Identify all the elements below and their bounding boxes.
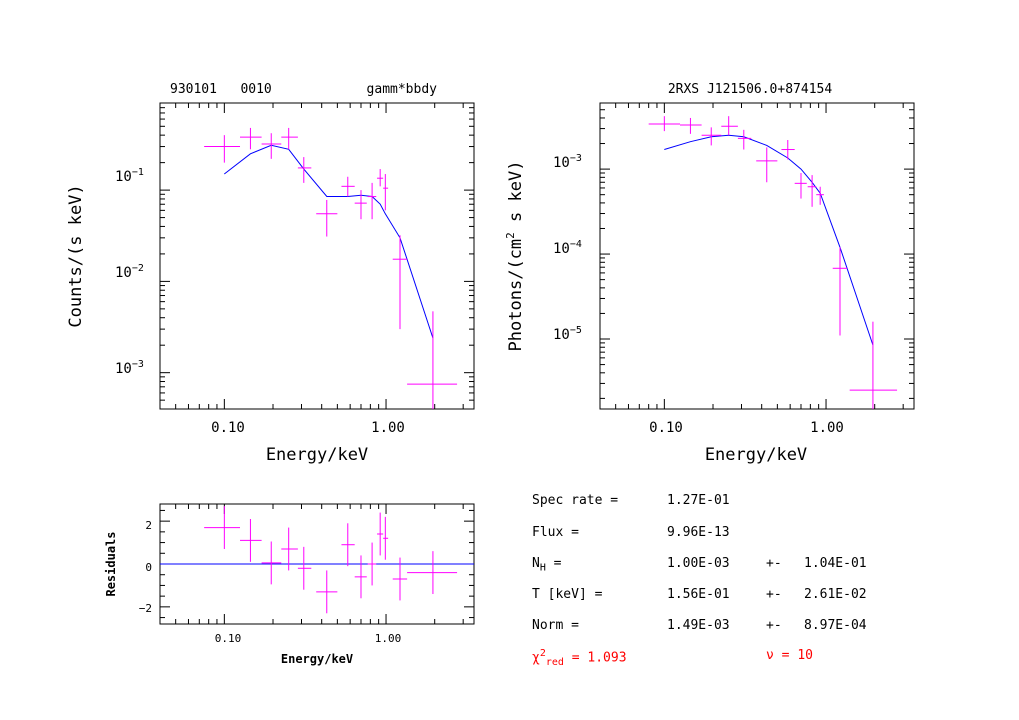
counts-data-point bbox=[316, 199, 338, 237]
nh-plusminus: +- bbox=[766, 556, 782, 571]
counts-ylabel: Counts/(s keV) bbox=[66, 184, 86, 327]
spec-rate-label: Spec rate = bbox=[532, 493, 619, 508]
photons-ylabel: Photons/(cm2 s keV) bbox=[504, 161, 526, 352]
photons-ticks bbox=[599, 102, 914, 409]
photons-model-line bbox=[664, 134, 874, 346]
counts-ticks bbox=[159, 102, 474, 410]
photons-frame bbox=[599, 102, 915, 410]
photons-data-point bbox=[701, 127, 722, 146]
photons-data-point bbox=[816, 186, 824, 205]
nh-error: 1.04E-01 bbox=[804, 556, 867, 571]
photons-marks bbox=[648, 116, 898, 409]
counts-panel: 930101 0010 gamm*bbdy 0.10 1.00 Energy/k… bbox=[66, 82, 475, 465]
photons-data-point bbox=[849, 321, 898, 409]
counts-data-point bbox=[392, 235, 408, 330]
residuals-panel: 0.10 1.00 Energy/keV Residuals 2 0 −2 bbox=[104, 503, 475, 666]
t-value: 1.56E-01 bbox=[667, 587, 730, 602]
counts-model-line bbox=[223, 144, 434, 339]
residuals-ytick-label-neg2: −2 bbox=[139, 602, 152, 615]
counts-xtick-label-0.10: 0.10 bbox=[211, 420, 245, 436]
spec-rate-value: 1.27E-01 bbox=[667, 493, 730, 508]
residuals-data-point bbox=[341, 523, 355, 567]
nh-value: 1.00E-03 bbox=[667, 556, 730, 571]
residuals-data-point bbox=[240, 519, 262, 562]
counts-title-left: 930101 0010 bbox=[170, 82, 272, 97]
counts-xlabel: Energy/keV bbox=[266, 445, 368, 465]
counts-data-point bbox=[354, 190, 367, 220]
chi2-reduced: χ2red = 1.093 bbox=[532, 648, 627, 668]
flux-value: 9.96E-13 bbox=[667, 525, 730, 540]
photons-title: 2RXS J121506.0+874154 bbox=[668, 82, 833, 97]
norm-error: 8.97E-04 bbox=[804, 618, 867, 633]
counts-title-right: gamm*bbdy bbox=[367, 82, 438, 97]
counts-frame bbox=[159, 102, 475, 410]
residuals-ylabel: Residuals bbox=[104, 531, 118, 596]
residuals-data-point bbox=[392, 557, 408, 601]
norm-value: 1.49E-03 bbox=[667, 618, 730, 633]
counts-data-point bbox=[407, 311, 458, 409]
residuals-ytick-label-2: 2 bbox=[145, 519, 152, 532]
photons-ytick-label-5: 10−5 bbox=[553, 325, 582, 343]
photons-xtick-label-0.10: 0.10 bbox=[649, 420, 683, 436]
counts-data-point bbox=[261, 133, 282, 159]
chi2-value: 1.093 bbox=[587, 650, 627, 666]
counts-data-point bbox=[281, 127, 298, 150]
norm-label: Norm = bbox=[532, 618, 579, 633]
residuals-xlabel: Energy/keV bbox=[281, 652, 353, 666]
photons-ytick-label-4: 10−4 bbox=[553, 239, 582, 257]
flux-label: Flux = bbox=[532, 525, 579, 540]
residuals-data-point bbox=[204, 506, 241, 549]
residuals-data-point bbox=[297, 546, 312, 590]
residuals-xtick-label-1.00: 1.00 bbox=[375, 632, 402, 645]
photons-data-point bbox=[680, 117, 702, 134]
residuals-xtick-label-0.10: 0.10 bbox=[215, 632, 242, 645]
counts-ytick-label-3: 10−3 bbox=[115, 359, 144, 377]
t-plusminus: +- bbox=[766, 587, 782, 602]
residuals-data-point bbox=[367, 542, 377, 586]
photons-data-point bbox=[794, 172, 807, 199]
photons-data-point bbox=[648, 116, 681, 132]
residuals-data-point bbox=[354, 555, 367, 599]
photons-data-point bbox=[721, 116, 738, 136]
photons-data-point bbox=[807, 175, 817, 207]
counts-marks bbox=[204, 127, 458, 409]
residuals-marks bbox=[160, 506, 474, 614]
photons-data-point bbox=[781, 140, 795, 160]
counts-data-point bbox=[240, 127, 262, 150]
photons-data-point bbox=[832, 247, 848, 336]
residuals-data-point bbox=[281, 527, 298, 571]
residuals-data-point bbox=[377, 512, 384, 556]
residuals-data-point bbox=[316, 570, 338, 614]
t-error: 2.61E-02 bbox=[804, 587, 867, 602]
norm-plusminus: +- bbox=[766, 618, 782, 633]
nu-value: 10 bbox=[797, 648, 813, 663]
counts-ytick-label-2: 10−2 bbox=[115, 263, 144, 281]
residuals-data-point bbox=[383, 516, 389, 560]
counts-data-point bbox=[204, 135, 241, 163]
photons-xlabel: Energy/keV bbox=[705, 445, 807, 465]
nh-label: NH = bbox=[532, 556, 562, 574]
counts-data-point bbox=[341, 176, 355, 197]
photons-data-point bbox=[737, 129, 752, 150]
counts-data-point bbox=[367, 182, 377, 220]
residuals-ytick-label-0: 0 bbox=[145, 561, 152, 574]
counts-data-point bbox=[383, 174, 389, 211]
counts-xtick-label-1.00: 1.00 bbox=[371, 420, 405, 436]
counts-ytick-label-1: 10−1 bbox=[115, 167, 144, 185]
photons-data-point bbox=[756, 147, 778, 183]
counts-data-point bbox=[297, 157, 312, 183]
residuals-data-point bbox=[261, 541, 282, 585]
counts-data-point bbox=[377, 169, 384, 187]
residuals-data-point bbox=[407, 551, 458, 594]
photons-panel: 2RXS J121506.0+874154 0.10 1.00 Energy/k… bbox=[504, 82, 915, 465]
photons-ytick-label-3: 10−3 bbox=[553, 153, 582, 171]
degrees-of-freedom: ν = 10 bbox=[766, 648, 813, 663]
photons-xtick-label-1.00: 1.00 bbox=[810, 420, 844, 436]
t-label: T [keV] = bbox=[532, 587, 603, 602]
